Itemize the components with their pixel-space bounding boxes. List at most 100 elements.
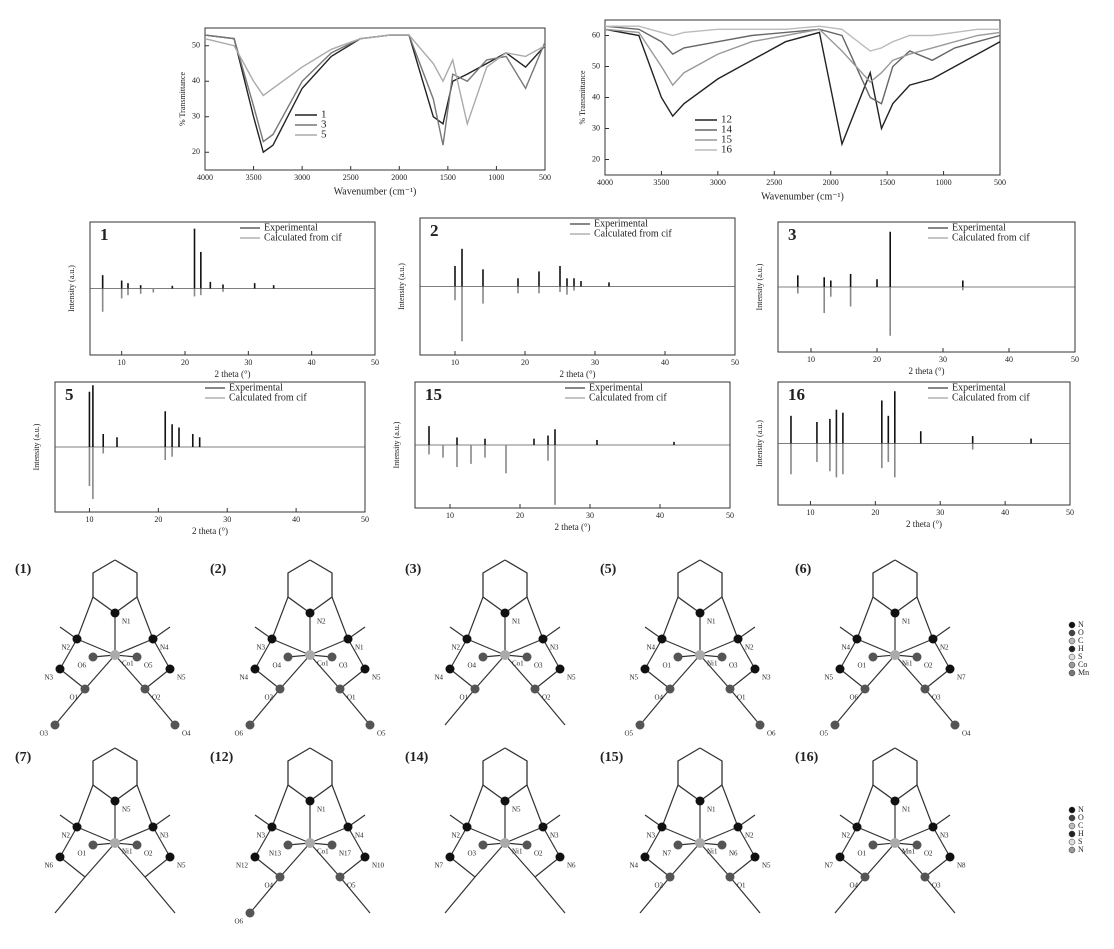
bond <box>504 654 536 690</box>
atom-label: Mn1 <box>902 848 916 856</box>
bond <box>279 654 311 690</box>
element-label: H <box>1078 644 1084 653</box>
atom-label: O6 <box>767 730 776 738</box>
bond <box>249 876 281 914</box>
atom <box>132 840 142 850</box>
x-axis-label: Wavenumber (cm⁻¹) <box>761 191 844 202</box>
x-tick-label: 2500 <box>343 173 359 182</box>
atom-label: N5 <box>762 862 771 870</box>
bond <box>894 638 934 656</box>
legend-label: Calculated from cif <box>589 392 667 403</box>
element-swatch <box>1068 846 1076 854</box>
x-tick-label: 10 <box>446 511 454 520</box>
x-tick-label: 50 <box>1071 355 1079 364</box>
atom <box>860 872 870 882</box>
x-tick-label: 10 <box>85 515 93 524</box>
bond <box>254 638 273 670</box>
atom-label: N1 <box>902 618 911 626</box>
atom-label: O6 <box>77 662 86 670</box>
atom-label: N7 <box>957 674 966 682</box>
bond <box>249 688 281 726</box>
atom-label: N3 <box>44 674 53 682</box>
atom <box>72 634 82 644</box>
bond <box>639 688 671 726</box>
bond <box>737 826 756 858</box>
structure-label: (15) <box>600 750 624 765</box>
atom <box>725 872 735 882</box>
x-tick-label: 10 <box>451 358 459 367</box>
atom-label: Co1 <box>317 848 329 856</box>
panel-label: 3 <box>788 225 797 244</box>
bond <box>699 654 731 690</box>
panel-label: 16 <box>788 385 805 404</box>
arm <box>839 596 951 640</box>
atom <box>522 652 532 662</box>
bond <box>114 654 146 690</box>
atom-label: O2 <box>144 850 153 858</box>
atom <box>928 822 938 832</box>
x-tick-label: 3000 <box>710 178 726 187</box>
spectrum-line <box>204 34 546 127</box>
atom-label: N7 <box>662 850 671 858</box>
atom <box>55 664 65 674</box>
x-tick-label: 40 <box>292 515 300 524</box>
bond <box>504 842 536 878</box>
atom <box>750 852 760 862</box>
x-tick-label: 1000 <box>488 173 504 182</box>
atom-label: O4 <box>467 662 476 670</box>
y-tick-label: 40 <box>592 92 600 101</box>
bond <box>644 668 671 690</box>
bond <box>542 638 561 670</box>
bond <box>924 688 956 726</box>
x-tick-label: 40 <box>308 358 316 367</box>
bond <box>449 826 468 858</box>
bond <box>864 654 896 690</box>
bond <box>924 856 951 878</box>
atom <box>950 720 960 730</box>
element-swatch <box>1068 814 1076 822</box>
bond <box>279 842 311 878</box>
bond <box>152 638 171 670</box>
x-tick-label: 1000 <box>936 178 952 187</box>
element-swatch <box>1068 629 1076 637</box>
atom-label: O2 <box>654 882 663 890</box>
bond <box>894 826 934 844</box>
y-axis-label: % Transmittance <box>578 70 587 124</box>
bond <box>729 688 761 726</box>
atom-label: N4 <box>841 644 850 652</box>
atom <box>912 840 922 850</box>
atom <box>165 664 175 674</box>
x-tick-label: 2000 <box>391 173 407 182</box>
atom-label: Ni1 <box>707 660 718 668</box>
atom-label: O5 <box>819 730 828 738</box>
atom-label: O1 <box>347 694 356 702</box>
atom-label: N5 <box>177 674 186 682</box>
element-label: H <box>1078 829 1084 838</box>
element-label: N <box>1078 805 1084 814</box>
atom <box>635 720 645 730</box>
x-tick-label: 10 <box>806 508 814 517</box>
atom-label: N5 <box>122 806 131 814</box>
spectrum-line <box>604 28 1001 147</box>
atom-label: O1 <box>77 850 86 858</box>
element-swatch <box>1068 621 1076 629</box>
atom-label: N4 <box>355 832 364 840</box>
element-swatch <box>1068 822 1076 830</box>
atom <box>500 650 510 660</box>
element-label: S <box>1078 652 1082 661</box>
y-axis-label: Intensity (a.u.) <box>67 265 76 312</box>
atom <box>462 634 472 644</box>
atom-label: Co1 <box>317 660 329 668</box>
bond <box>737 638 756 670</box>
atom <box>868 840 878 850</box>
ring <box>482 747 528 802</box>
atom <box>445 664 455 674</box>
plot-frame <box>204 27 546 171</box>
atom-label: Ni1 <box>512 848 523 856</box>
atom-label: N2 <box>940 644 949 652</box>
atom-label: N3 <box>762 674 771 682</box>
atom-label: N10 <box>372 862 385 870</box>
bond <box>669 654 701 690</box>
atom <box>852 822 862 832</box>
atom-label: O3 <box>39 730 48 738</box>
